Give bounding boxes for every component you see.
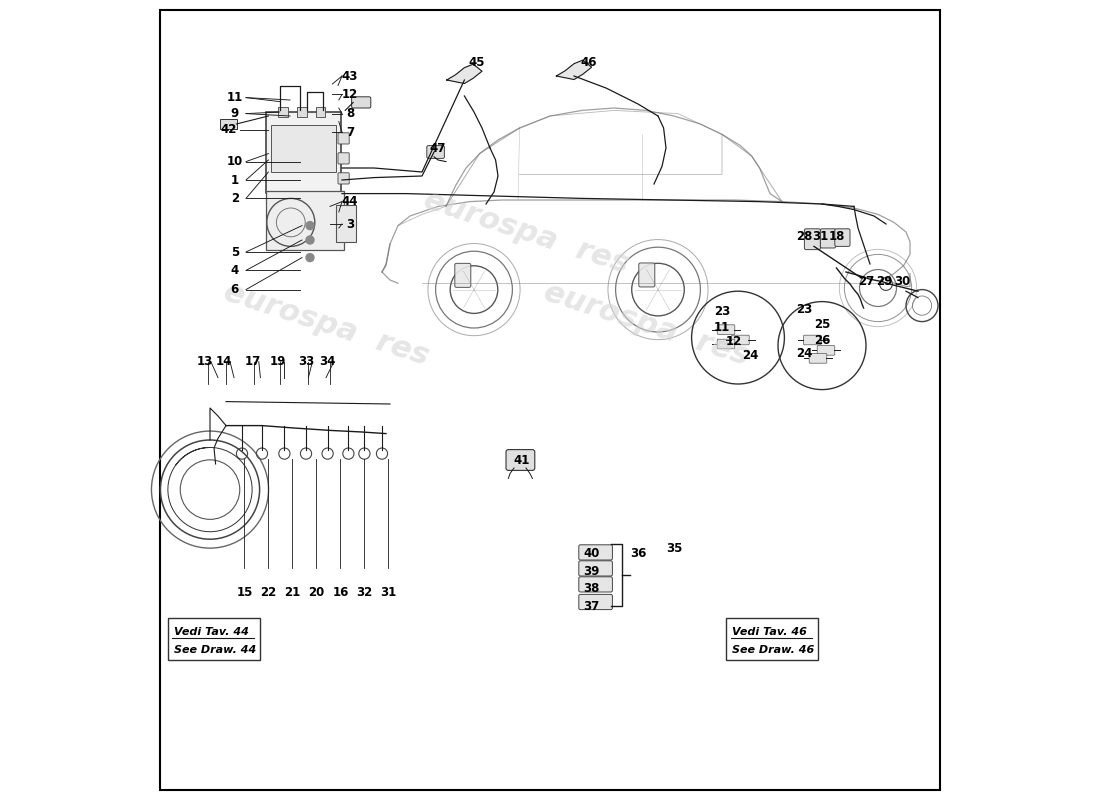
FancyBboxPatch shape	[338, 153, 349, 164]
FancyBboxPatch shape	[338, 133, 349, 144]
Text: 24: 24	[796, 347, 813, 360]
Text: 42: 42	[220, 123, 236, 136]
Text: 12: 12	[342, 88, 359, 101]
Text: 2: 2	[231, 192, 239, 205]
Text: 25: 25	[814, 318, 830, 330]
Text: 46: 46	[580, 56, 596, 69]
Text: eurospa  res: eurospa res	[540, 277, 752, 371]
Text: 23: 23	[796, 303, 813, 316]
Text: eurospa  res: eurospa res	[220, 277, 432, 371]
FancyBboxPatch shape	[316, 107, 326, 117]
Bar	[167, 618, 260, 660]
FancyBboxPatch shape	[810, 354, 827, 363]
Polygon shape	[447, 64, 482, 83]
Circle shape	[306, 222, 313, 230]
Text: 13: 13	[196, 355, 212, 368]
FancyBboxPatch shape	[278, 107, 287, 117]
Text: 16: 16	[332, 586, 349, 598]
FancyBboxPatch shape	[506, 450, 535, 470]
FancyBboxPatch shape	[297, 107, 307, 117]
Text: 47: 47	[430, 142, 447, 154]
FancyBboxPatch shape	[338, 173, 349, 184]
FancyBboxPatch shape	[266, 112, 341, 193]
Text: 36: 36	[630, 547, 646, 560]
Text: 32: 32	[356, 586, 373, 598]
FancyBboxPatch shape	[266, 191, 344, 250]
Text: 31: 31	[812, 230, 828, 242]
Text: Vedi Tav. 46: Vedi Tav. 46	[733, 627, 807, 637]
Text: 11: 11	[227, 91, 243, 104]
FancyBboxPatch shape	[427, 146, 444, 158]
Circle shape	[306, 236, 313, 244]
Text: 15: 15	[236, 586, 253, 598]
Text: 43: 43	[342, 70, 359, 82]
Text: 14: 14	[216, 355, 232, 368]
Circle shape	[306, 254, 313, 262]
Text: 33: 33	[298, 355, 315, 368]
FancyBboxPatch shape	[352, 97, 371, 108]
FancyBboxPatch shape	[717, 325, 735, 334]
Text: 23: 23	[714, 305, 730, 318]
Text: 17: 17	[244, 355, 261, 368]
Text: eurospa  res: eurospa res	[420, 185, 632, 279]
Text: 12: 12	[726, 335, 742, 348]
Text: 9: 9	[231, 107, 239, 120]
Text: 21: 21	[284, 586, 300, 598]
Text: 31: 31	[381, 586, 396, 598]
Polygon shape	[557, 60, 592, 79]
FancyBboxPatch shape	[579, 594, 613, 610]
FancyBboxPatch shape	[337, 205, 355, 242]
FancyBboxPatch shape	[817, 346, 835, 355]
Text: 19: 19	[270, 355, 286, 368]
Text: 6: 6	[231, 283, 239, 296]
Text: 37: 37	[583, 600, 600, 613]
FancyBboxPatch shape	[804, 229, 821, 250]
Text: 18: 18	[828, 230, 845, 242]
Text: 10: 10	[227, 155, 243, 168]
Text: 30: 30	[894, 275, 910, 288]
Text: See Draw. 46: See Draw. 46	[733, 646, 815, 655]
Text: 8: 8	[345, 107, 354, 120]
Text: 4: 4	[231, 264, 239, 277]
Text: 41: 41	[514, 454, 530, 466]
FancyBboxPatch shape	[717, 339, 735, 349]
Bar	[726, 618, 818, 660]
Text: 39: 39	[583, 565, 600, 578]
Text: 11: 11	[714, 321, 730, 334]
FancyBboxPatch shape	[579, 577, 613, 592]
Text: 34: 34	[319, 355, 336, 368]
FancyBboxPatch shape	[271, 125, 337, 172]
Text: 5: 5	[231, 246, 239, 258]
FancyBboxPatch shape	[835, 229, 850, 246]
Text: 26: 26	[814, 334, 830, 346]
Text: Vedi Tav. 44: Vedi Tav. 44	[174, 627, 249, 637]
FancyBboxPatch shape	[579, 545, 613, 560]
FancyBboxPatch shape	[732, 335, 749, 345]
Text: 22: 22	[261, 586, 276, 598]
Text: 20: 20	[308, 586, 324, 598]
Text: 45: 45	[469, 56, 485, 69]
Text: 24: 24	[741, 350, 758, 362]
FancyBboxPatch shape	[579, 561, 613, 576]
Text: 7: 7	[345, 126, 354, 138]
Text: 3: 3	[345, 218, 354, 230]
FancyBboxPatch shape	[804, 335, 822, 345]
Text: 28: 28	[796, 230, 813, 242]
Text: 44: 44	[342, 195, 359, 208]
Text: See Draw. 44: See Draw. 44	[174, 646, 256, 655]
Text: 38: 38	[583, 582, 600, 594]
FancyBboxPatch shape	[639, 263, 654, 287]
Text: 29: 29	[877, 275, 892, 288]
Text: 1: 1	[231, 174, 239, 186]
FancyBboxPatch shape	[220, 119, 238, 129]
Text: 35: 35	[666, 542, 682, 554]
Text: 27: 27	[858, 275, 874, 288]
Text: 40: 40	[583, 547, 600, 560]
FancyBboxPatch shape	[454, 263, 471, 287]
FancyBboxPatch shape	[821, 229, 836, 248]
